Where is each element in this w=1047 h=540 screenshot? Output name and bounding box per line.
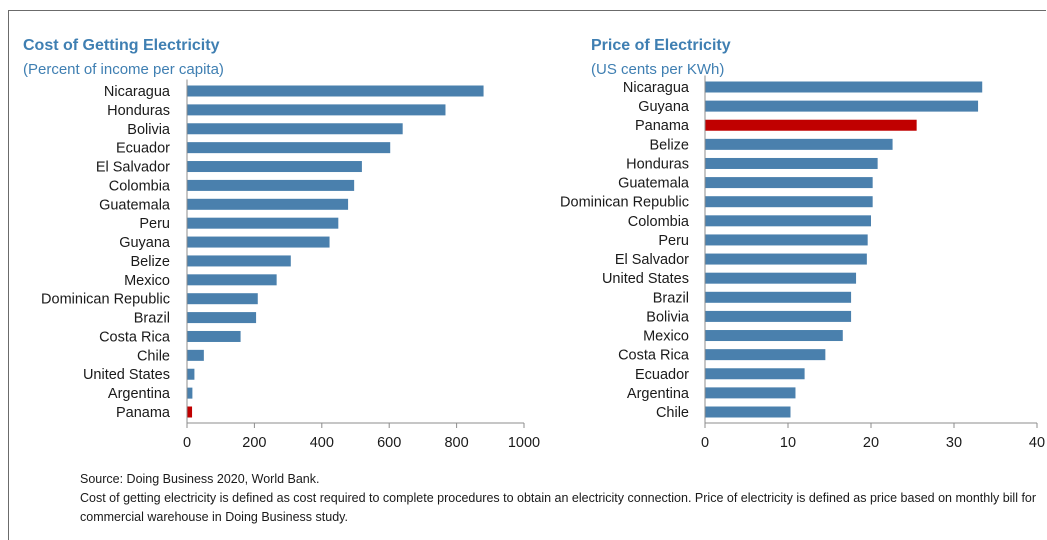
bar-guatemala xyxy=(705,177,873,189)
bar-panama xyxy=(187,406,193,418)
bar-guyana xyxy=(187,236,330,248)
bar-guatemala xyxy=(187,198,349,210)
bar-peru xyxy=(187,217,339,229)
category-label: Dominican Republic xyxy=(560,195,689,211)
bar-el-salvador xyxy=(705,253,867,265)
bar-bolivia xyxy=(187,123,403,135)
bar-el-salvador xyxy=(187,161,362,173)
bar-peru xyxy=(705,234,868,246)
category-label: Panama xyxy=(635,118,690,134)
category-label: Guyana xyxy=(119,235,171,251)
bar-ecuador xyxy=(187,142,391,154)
category-label: Guyana xyxy=(638,99,690,115)
x-tick-label: 0 xyxy=(183,435,191,451)
x-tick-label: 800 xyxy=(444,435,468,451)
bar-dominican-republic xyxy=(705,196,873,208)
bar-costa-rica xyxy=(705,349,826,361)
bar-mexico xyxy=(187,274,277,286)
x-tick-label: 0 xyxy=(701,435,709,451)
bar-chile xyxy=(705,406,791,418)
bar-bolivia xyxy=(705,310,852,322)
category-label: Mexico xyxy=(643,329,689,345)
category-label: Costa Rica xyxy=(99,329,171,345)
left-chart-title: Cost of Getting Electricity xyxy=(23,37,220,54)
right-chart-subtitle: (US cents per KWh) xyxy=(591,61,725,78)
x-tick-label: 600 xyxy=(377,435,401,451)
category-label: Costa Rica xyxy=(618,348,690,364)
bar-argentina xyxy=(187,387,193,399)
bar-brazil xyxy=(705,291,852,303)
category-label: Belize xyxy=(131,254,171,270)
bar-belize xyxy=(187,255,291,267)
bar-costa-rica xyxy=(187,330,241,342)
category-label: Bolivia xyxy=(646,309,690,325)
category-label: Nicaragua xyxy=(623,80,690,96)
category-label: United States xyxy=(83,367,170,383)
bar-colombia xyxy=(187,179,355,191)
x-tick-label: 200 xyxy=(242,435,266,451)
category-label: Chile xyxy=(656,405,689,421)
category-label: Belize xyxy=(650,137,690,153)
figure-frame xyxy=(8,10,1046,540)
bar-chile xyxy=(187,349,204,361)
category-label: El Salvador xyxy=(615,252,689,268)
bar-guyana xyxy=(705,100,979,112)
x-tick-label: 20 xyxy=(863,435,879,451)
category-label: Brazil xyxy=(653,290,689,306)
bar-mexico xyxy=(705,330,843,342)
right-chart-title: Price of Electricity xyxy=(591,37,731,54)
bar-ecuador xyxy=(705,368,805,380)
bar-nicaragua xyxy=(705,81,983,93)
chart-notes: Source: Doing Business 2020, World Bank.… xyxy=(80,470,1040,527)
x-tick-label: 1000 xyxy=(508,435,540,451)
category-label: Brazil xyxy=(134,311,170,327)
category-label: Argentina xyxy=(627,386,690,402)
bar-united-states xyxy=(705,272,857,284)
category-label: Colombia xyxy=(628,214,690,230)
left-chart-subtitle: (Percent of income per capita) xyxy=(23,61,224,78)
category-label: Peru xyxy=(658,233,689,249)
category-label: Guatemala xyxy=(99,197,171,213)
category-label: Ecuador xyxy=(116,141,170,157)
category-label: Honduras xyxy=(626,156,689,172)
category-label: El Salvador xyxy=(96,160,170,176)
x-tick-label: 40 xyxy=(1029,435,1045,451)
category-label: Guatemala xyxy=(618,176,690,192)
bar-argentina xyxy=(705,387,796,399)
category-label: Nicaragua xyxy=(104,84,171,100)
x-tick-label: 10 xyxy=(780,435,796,451)
category-label: United States xyxy=(602,271,689,287)
category-label: Dominican Republic xyxy=(41,292,170,308)
definition-note: Cost of getting electricity is defined a… xyxy=(80,491,1037,524)
category-label: Chile xyxy=(137,348,170,364)
bar-honduras xyxy=(187,104,446,116)
category-label: Argentina xyxy=(108,386,171,402)
bar-dominican-republic xyxy=(187,293,258,305)
category-label: Panama xyxy=(116,405,171,421)
source-note: Source: Doing Business 2020, World Bank. xyxy=(80,472,320,486)
bar-united-states xyxy=(187,368,195,380)
category-label: Colombia xyxy=(109,178,171,194)
category-label: Mexico xyxy=(124,273,170,289)
x-tick-label: 400 xyxy=(310,435,334,451)
category-label: Peru xyxy=(139,216,170,232)
bar-belize xyxy=(705,138,893,150)
bar-honduras xyxy=(705,157,878,169)
bar-panama xyxy=(705,119,917,131)
bar-nicaragua xyxy=(187,85,484,97)
bar-colombia xyxy=(705,215,871,227)
category-label: Bolivia xyxy=(127,122,171,138)
category-label: Ecuador xyxy=(635,367,689,383)
bar-brazil xyxy=(187,312,257,324)
category-label: Honduras xyxy=(107,103,170,119)
x-tick-label: 30 xyxy=(946,435,962,451)
